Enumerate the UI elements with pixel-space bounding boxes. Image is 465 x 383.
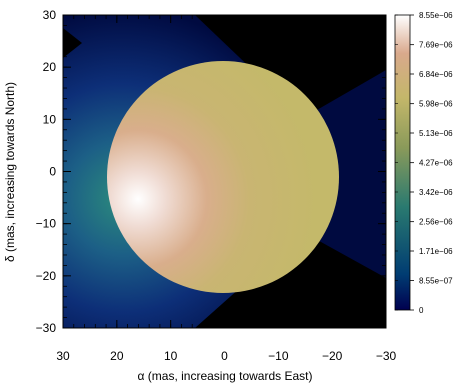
y-axis-label: δ (mas, increasing towards North) — [3, 82, 17, 262]
colorbar-ticks: 8.55e−06 7.69e−06 6.84e−06 5.98e−06 5.13e−06… — [395, 11, 453, 315]
star-disk — [107, 61, 339, 293]
y-tick-label: 10 — [43, 112, 57, 126]
colorbar-tick-label: 4.27e−06 — [419, 159, 453, 168]
colorbar-tick-label: 7.69e−06 — [419, 41, 453, 50]
x-tick-label: 0 — [221, 349, 228, 363]
colorbar-tick-label: 3.42e−06 — [419, 188, 453, 197]
x-tick-label: 10 — [164, 349, 178, 363]
colorbar-tick-label: 0 — [419, 306, 424, 315]
colorbar-tick-label: 2.56e−06 — [419, 218, 453, 227]
y-axis-ticks: −30 −20 −10 0 10 20 30 — [36, 8, 386, 335]
plot-area — [63, 15, 386, 328]
colorbar-tick-label: 5.13e−06 — [419, 129, 453, 138]
x-tick-label: 30 — [56, 349, 70, 363]
colorbar-tick-label: 6.84e−06 — [419, 70, 453, 79]
dark-region-upper-right — [195, 15, 386, 118]
y-tick-label: 0 — [49, 165, 56, 179]
x-tick-label: −30 — [376, 349, 397, 363]
y-tick-label: 20 — [43, 60, 57, 74]
colorbar-tick-label: 5.98e−06 — [419, 100, 453, 109]
x-tick-label: 20 — [110, 349, 124, 363]
y-tick-label: −10 — [36, 217, 57, 231]
x-tick-label: −10 — [268, 349, 289, 363]
y-tick-label: −20 — [36, 269, 57, 283]
x-axis-label: α (mas, increasing towards East) — [138, 369, 313, 383]
dark-region-upper-left — [63, 28, 82, 58]
x-axis-ticks: 30 20 10 0 −10 −20 −30 — [56, 15, 397, 363]
colorbar-tick-label: 1.71e−06 — [419, 247, 453, 256]
y-tick-label: 30 — [43, 8, 57, 22]
y-tick-label: −30 — [36, 321, 57, 335]
colorbar-tick-label: 8.55e−06 — [419, 11, 453, 20]
dark-region-lower-right — [195, 232, 386, 328]
x-tick-label: −20 — [322, 349, 343, 363]
colorbar-tick-label: 8.55e−07 — [419, 277, 453, 286]
